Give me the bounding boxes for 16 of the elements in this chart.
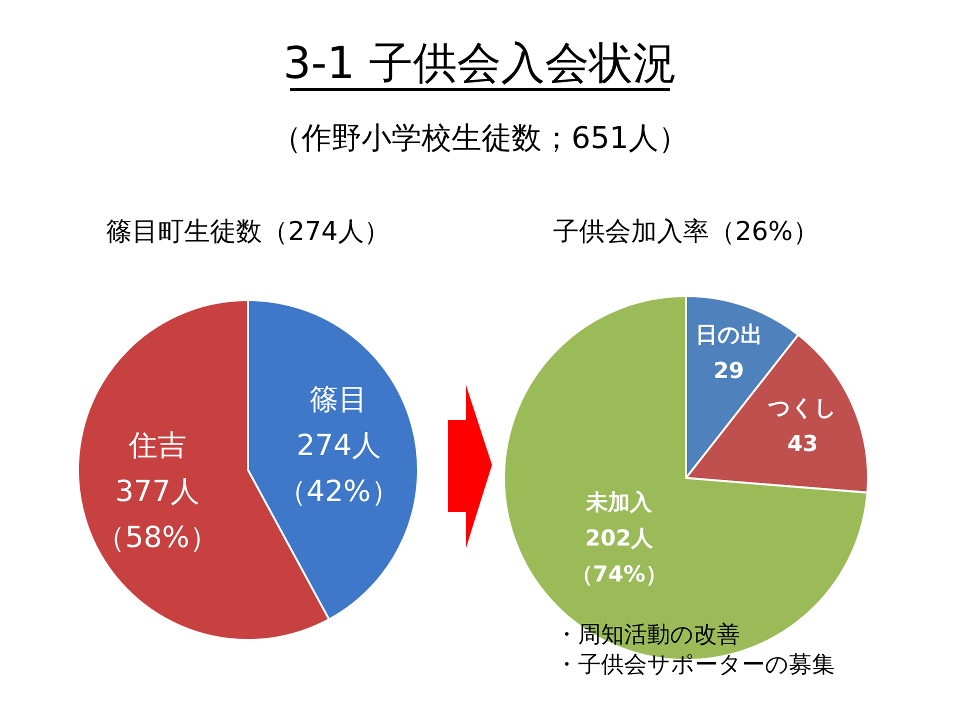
slice-label: 日の出 [695,323,762,348]
data-label: 377人（58%） [96,474,219,554]
text: ・周知活動の改善 [555,622,740,648]
data-label: 43 [787,432,818,457]
text: ・子供会サポーターの募集 [555,652,835,678]
slice-label: 未加入 [585,490,654,516]
chart-title: 篠目町生徒数（274人） [106,217,390,247]
data-label: 202人（74%） [570,526,668,588]
text: （作野小学校生徒数；651人） [271,121,689,156]
slice-label: 篠目 [310,382,368,416]
data-label: 274人（42%） [277,428,400,508]
slice-label: 住吉 [127,428,186,462]
text: 3-1 子供会入会状況 [283,38,677,89]
chart-title: 子供会加入率（26%） [553,217,819,247]
data-label: 29 [713,359,744,384]
slice-label: つくし [768,396,838,421]
